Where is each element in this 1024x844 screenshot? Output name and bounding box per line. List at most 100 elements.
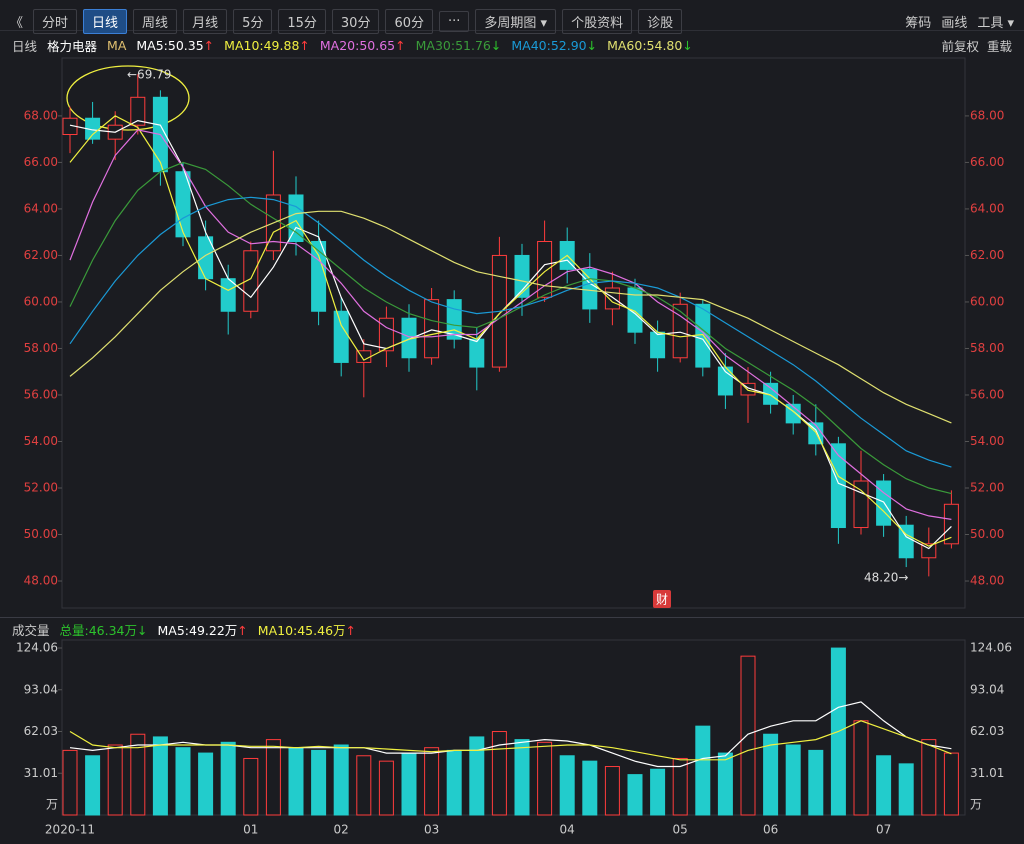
- toolbar-button[interactable]: 5分: [233, 8, 273, 34]
- volume-bar: [898, 763, 914, 816]
- volume-bar: [333, 744, 349, 816]
- volume-bar: [446, 749, 462, 816]
- y-tick-label-right: 48.00: [970, 574, 1004, 588]
- y-tick-label-right: 64.00: [970, 201, 1004, 215]
- legend-trend: ↑: [345, 623, 357, 638]
- toolbar: 《分时 日线 周线 月线 5分 15分 30分 60分 ··· 多周期图 ▾ 个股资料 诊股: [6, 8, 683, 34]
- volume-bar: [424, 747, 440, 816]
- y-tick-label-right: 54.00: [970, 434, 1004, 448]
- y-tick-label: 64.00: [24, 201, 58, 215]
- volume-bar: [491, 731, 507, 816]
- volume-bar: [650, 768, 666, 816]
- toolbar-button[interactable]: 周线: [133, 8, 178, 34]
- candle-body: [288, 194, 304, 242]
- candle-body: [740, 382, 756, 396]
- period: 日线: [12, 39, 38, 54]
- x-tick-label: 01: [243, 823, 258, 837]
- y-tick-label-right: 60.00: [970, 294, 1004, 308]
- legend-entry: MA5:49.22万↑: [158, 620, 248, 639]
- max-label: ←69.79: [127, 68, 171, 82]
- v-unit: 万: [46, 798, 58, 812]
- x-tick-label: 2020-11: [45, 823, 95, 837]
- price-panel: [61, 57, 966, 609]
- ma-line: [69, 119, 952, 550]
- fin-label[interactable]: 财: [656, 593, 668, 607]
- legend-trend: ↑: [395, 38, 406, 53]
- volume-label: 成交量: [12, 623, 50, 638]
- legend-entry: MA60:54.80↓: [607, 38, 693, 53]
- price-legend: 日线 格力电器 MA MA5:50.35↑ MA10:49.88↑ MA20:50.…: [12, 36, 693, 55]
- volume-bar: [265, 739, 281, 816]
- v-tick-label: 124.06: [16, 640, 58, 654]
- volume-legend: 成交量 总量:46.34万↓ MA5:49.22万↑ MA10:45.46万↑: [12, 620, 356, 639]
- volume-bar: [672, 757, 688, 816]
- volume-bar: [469, 736, 485, 816]
- y-tick-label: 50.00: [24, 527, 58, 541]
- x-tick-label: 03: [424, 823, 439, 837]
- volume-bar: [582, 760, 598, 816]
- tool-button[interactable]: 工具 ▾: [977, 16, 1014, 31]
- legend-entry: MA40:52.90↓: [511, 38, 597, 53]
- toolbar-button[interactable]: 个股资料: [562, 8, 633, 34]
- legend-name: MA20:50.65: [319, 38, 396, 53]
- toolbar-button[interactable]: 15分: [278, 8, 326, 34]
- volume-bar: [107, 744, 123, 816]
- volume-bar: [62, 749, 78, 816]
- volume-bar: [740, 655, 756, 816]
- volume-bar: [378, 760, 394, 816]
- candle-body: [650, 331, 666, 359]
- legend-button[interactable]: 前复权: [941, 39, 979, 54]
- toolbar-button[interactable]: 《: [10, 15, 24, 31]
- ma-line: [69, 115, 952, 547]
- toolbar-button[interactable]: 分时: [33, 8, 78, 34]
- legend-trend: ↑: [237, 623, 248, 638]
- y-tick-label: 56.00: [24, 387, 58, 401]
- volume-bar: [627, 774, 643, 816]
- candle-body: [220, 278, 236, 312]
- x-tick-label: 07: [876, 823, 891, 837]
- v-tick-label-right: 93.04: [970, 682, 1004, 696]
- candle-body: [243, 250, 259, 312]
- volume-bar: [853, 720, 869, 816]
- volume-bar: [537, 741, 553, 816]
- v-tick-label-right: 31.01: [970, 766, 1004, 780]
- legend-button[interactable]: 重载: [986, 39, 1012, 54]
- v-tick-label: 93.04: [24, 682, 58, 696]
- toolbar-button[interactable]: 30分: [331, 8, 380, 34]
- y-tick-label: 48.00: [24, 574, 58, 588]
- candle-body: [672, 303, 688, 359]
- y-tick-label: 58.00: [24, 341, 58, 355]
- legend-name: MA40:52.90: [511, 38, 587, 53]
- legend-name: MA5:49.22万: [157, 623, 238, 638]
- fin-icon[interactable]: [653, 590, 671, 608]
- candle-body: [853, 480, 869, 529]
- candle-body: [378, 317, 394, 352]
- legend-name: MA10:45.46万: [257, 623, 346, 638]
- volume-panel: [61, 639, 966, 816]
- toolbar-button[interactable]: 60分: [385, 8, 433, 34]
- toolbar-button[interactable]: ···: [439, 10, 470, 32]
- candle-body: [604, 287, 620, 310]
- volume-bar: [514, 739, 530, 816]
- tool-button[interactable]: 筹码: [905, 16, 932, 31]
- toolbar-button[interactable]: 多周期图 ▾: [475, 8, 557, 34]
- tool-button[interactable]: 画线: [941, 16, 968, 31]
- toolbar-button[interactable]: 日线: [83, 8, 128, 34]
- legend-trend: ↑: [203, 38, 215, 53]
- volume-bar: [198, 752, 214, 816]
- toolbar-button[interactable]: 诊股: [638, 8, 683, 34]
- total-text: 总量:46.34万: [59, 623, 138, 638]
- x-tick-label: 06: [763, 823, 778, 837]
- candle-body: [333, 310, 349, 363]
- toolbar-button[interactable]: 月线: [183, 8, 228, 34]
- legend-name: MA30:51.76: [415, 38, 491, 53]
- volume-bar: [943, 752, 959, 816]
- volume-bar: [130, 733, 146, 816]
- volume-bar: [559, 755, 575, 816]
- candle-body: [876, 480, 892, 526]
- volume-bar: [356, 755, 372, 816]
- x-tick-label: 02: [334, 823, 349, 837]
- y-tick-label: 54.00: [24, 434, 58, 448]
